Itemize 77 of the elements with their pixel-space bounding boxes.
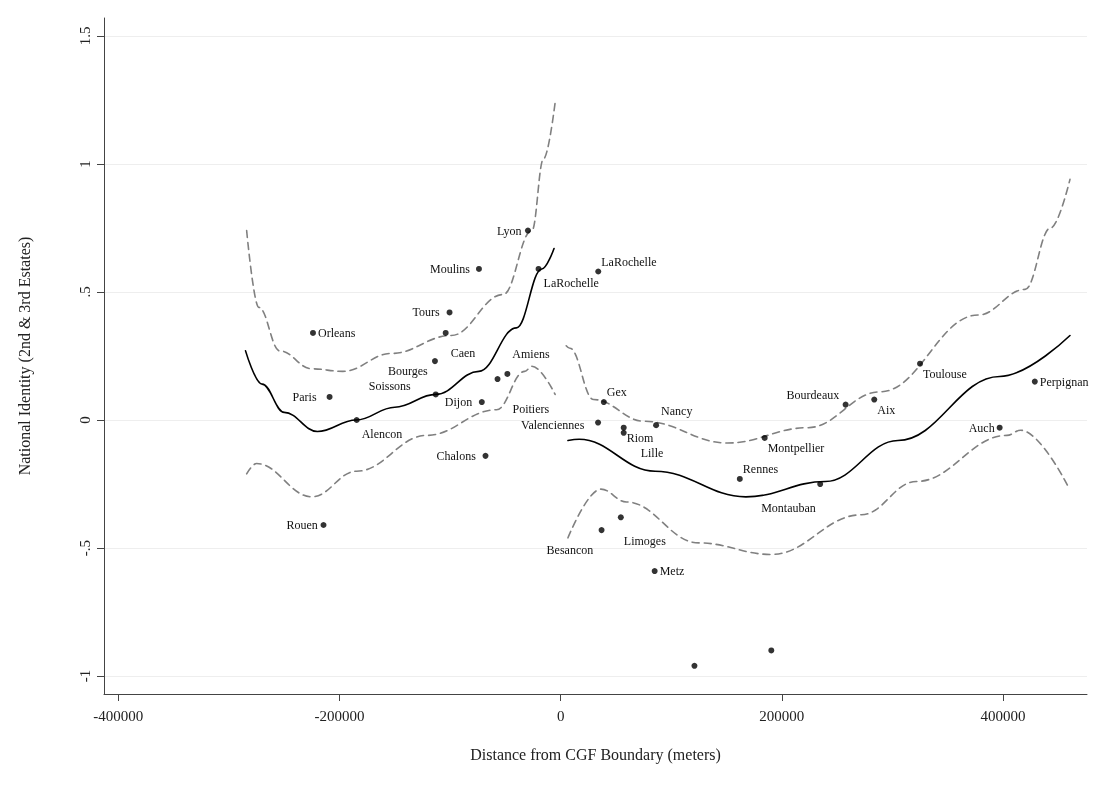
point [478,399,485,406]
annotation: Dijon [444,395,473,410]
point [309,329,316,336]
annotation: Rennes [742,461,779,476]
annotation: Bourges [387,364,429,379]
annotation: Valenciennes [521,417,585,432]
y-axis-title: National Identity (2nd & 3rd Estates) [15,236,34,476]
point [917,360,924,367]
point [996,424,1003,431]
point [620,429,627,436]
y-tick-label: -.5 [76,539,93,557]
annotation: Paris [292,389,317,404]
point [736,475,743,482]
point [871,396,878,403]
x-tick-label: -400000 [93,707,144,724]
point [651,568,658,575]
annotation: Poitiers [512,402,550,417]
x-tick-label: -200000 [314,707,365,724]
point [320,522,327,528]
point [431,358,438,365]
point [326,393,333,400]
annotation: Alencon [361,427,403,442]
annotation: Lille [640,445,664,460]
x-tick-label: 400000 [980,707,1026,724]
annotation: Toulouse [923,366,967,381]
point [482,452,489,459]
point [842,401,849,408]
point [761,434,768,441]
point [653,422,660,429]
annotation: Moulins [429,261,471,276]
point [617,514,624,521]
x-axis-title: Distance from CGF Boundary (meters) [470,745,721,764]
point [600,399,607,406]
point [817,481,824,488]
point [494,376,501,383]
annotation: Perpignan [1039,374,1089,389]
annotation: Tours [412,305,441,320]
point [524,227,531,234]
annotation: Caen [450,345,476,360]
annotation: Montauban [761,501,816,516]
annotation: Soissons [368,379,412,394]
x-tick-label: 0 [556,707,565,724]
point [353,417,360,424]
annotation: Montpellier [767,440,825,455]
point [691,662,698,669]
point [504,370,511,377]
point [432,391,439,398]
y-tick-label: .5 [76,286,93,298]
y-tick-label: -1 [76,669,93,683]
annotation: Besancon [546,543,594,558]
annotation: Aix [877,402,896,417]
point [595,419,602,426]
x-tick-label: 200000 [759,707,805,724]
annotation: Nancy [661,404,693,419]
annotation: Bourdeaux [786,387,840,402]
y-tick-label: 0 [76,416,93,424]
point [446,309,453,316]
annotation: Auch [968,420,995,435]
annotation: Orleans [317,325,356,340]
point [1031,378,1038,385]
point [598,527,605,534]
annotation: Amiens [512,346,551,361]
annotation: Gex [606,385,627,400]
point [442,329,449,336]
y-tick-label: 1.5 [76,26,93,46]
point [595,268,602,275]
annotation: LaRochelle [601,254,657,269]
annotation: Rouen [286,518,318,532]
annotation: Limoges [623,534,667,549]
point [475,265,482,272]
annotation: Lyon [496,223,522,238]
annotation: Riom [626,430,655,445]
y-tick-label: 1 [76,160,93,168]
point [535,265,542,272]
annotation: LaRochelle [543,275,599,290]
annotation: Chalons [436,448,477,463]
annotation: Metz [659,564,685,579]
